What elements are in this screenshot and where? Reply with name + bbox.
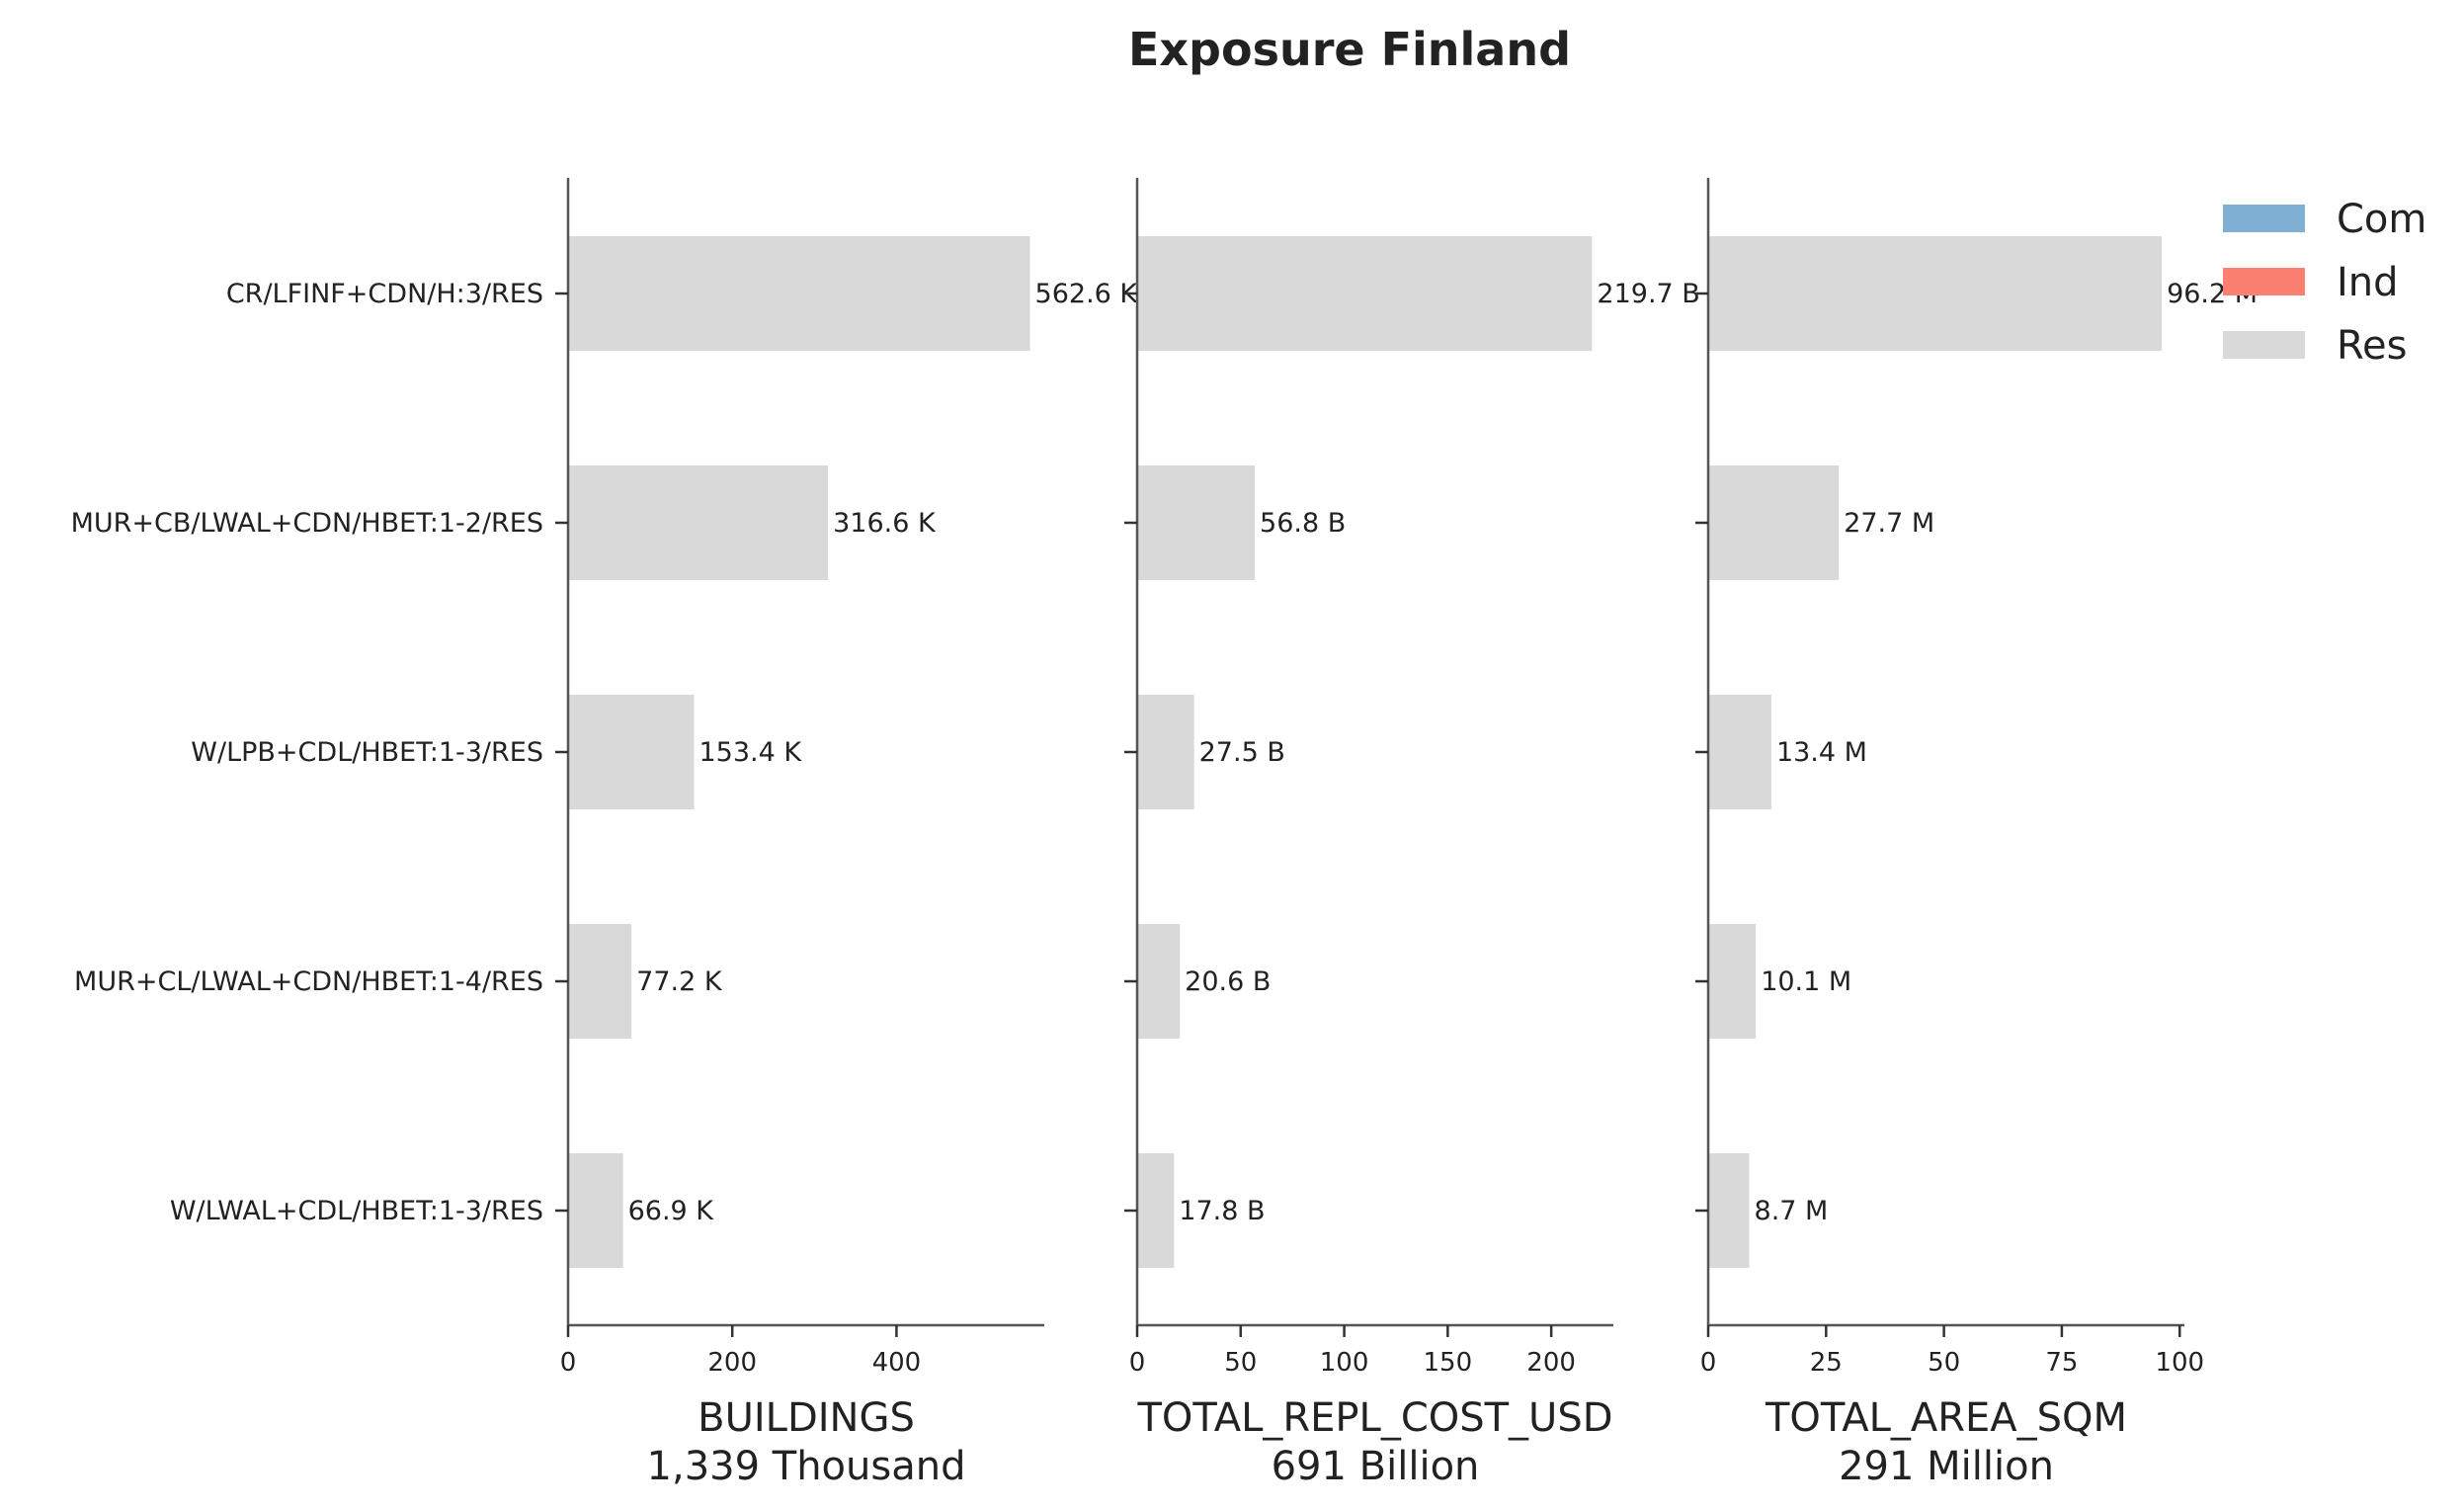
legend-swatch-com (2223, 205, 2305, 232)
x-tick-label: 200 (707, 1348, 757, 1378)
legend-label-com: Com (2337, 197, 2426, 242)
bar-panel3-row4 (1708, 924, 1757, 1039)
legend-label-res: Res (2337, 323, 2407, 369)
bar-panel3-row1 (1708, 236, 2163, 351)
bar-panel2-row5 (1137, 1153, 1175, 1268)
data-label: 77.2 K (636, 966, 723, 997)
x-tick-label: 75 (2045, 1348, 2078, 1378)
data-label: 56.8 B (1260, 508, 1346, 539)
category-label: W/LPB+CDL/HBET:1-3/RES (191, 737, 543, 768)
legend-swatch-res (2223, 331, 2305, 359)
x-tick-label: 0 (1700, 1348, 1717, 1378)
x-axis-title: BUILDINGS (698, 1395, 915, 1441)
bar-panel1-row4 (568, 924, 632, 1039)
category-label: MUR+CB/LWAL+CDN/HBET:1-2/RES (71, 508, 543, 539)
x-tick-label: 100 (2155, 1348, 2204, 1378)
data-label: 562.6 K (1035, 279, 1139, 309)
x-tick-label: 400 (872, 1348, 922, 1378)
bar-panel1-row1 (568, 236, 1030, 351)
x-axis-title: TOTAL_REPL_COST_USD (1136, 1395, 1612, 1441)
bar-panel3-row3 (1708, 695, 1771, 809)
data-label: 66.9 K (628, 1196, 715, 1226)
x-tick-label: 25 (1810, 1348, 1843, 1378)
x-tick-label: 200 (1526, 1348, 1576, 1378)
data-label: 17.8 B (1179, 1196, 1265, 1226)
bar-panel2-row2 (1137, 465, 1256, 580)
chart-title: Exposure Finland (1128, 23, 1571, 76)
data-label: 27.5 B (1199, 737, 1285, 768)
x-axis-title: TOTAL_AREA_SQM (1765, 1395, 2127, 1441)
legend-label-ind: Ind (2337, 260, 2399, 305)
panel-2: 0 50 100 150 200 219.7 B 56.8 B 27.5 B 20.6 B 17.… (1124, 178, 1700, 1489)
data-label: 20.6 B (1185, 966, 1271, 997)
category-label: CR/LFINF+CDN/H:3/RES (226, 279, 543, 309)
bar-panel1-row5 (568, 1153, 623, 1268)
data-label: 27.7 M (1844, 508, 1934, 539)
data-label: 316.6 K (833, 508, 937, 539)
bar-panel2-row4 (1137, 924, 1181, 1039)
x-tick-label: 100 (1320, 1348, 1369, 1378)
panel-1: CR/LFINF+CDN/H:3/RES MUR+CB/LWAL+CDN/HBET… (71, 178, 1139, 1489)
data-label: 10.1 M (1761, 966, 1851, 997)
x-tick-label: 0 (1129, 1348, 1146, 1378)
legend-swatch-ind (2223, 268, 2305, 295)
x-tick-label: 50 (1928, 1348, 1960, 1378)
data-label: 13.4 M (1776, 737, 1867, 768)
x-axis-total: 691 Billion (1272, 1444, 1480, 1489)
x-tick-label: 150 (1424, 1348, 1473, 1378)
bar-panel2-row1 (1137, 236, 1593, 351)
bar-panel3-row5 (1708, 1153, 1750, 1268)
bar-panel3-row2 (1708, 465, 1840, 580)
bar-panel2-row3 (1137, 695, 1194, 809)
x-axis-total: 1,339 Thousand (647, 1444, 966, 1489)
data-label: 153.4 K (698, 737, 802, 768)
x-tick-label: 50 (1224, 1348, 1257, 1378)
bar-panel1-row3 (568, 695, 695, 809)
chart-panels: CR/LFINF+CDN/H:3/RES MUR+CB/LWAL+CDN/HBET… (71, 178, 2258, 1489)
data-label: 8.7 M (1755, 1196, 1829, 1226)
bar-panel1-row2 (568, 465, 829, 580)
category-label: MUR+CL/LWAL+CDN/HBET:1-4/RES (74, 966, 543, 997)
chart-legend: Com Ind Res (2223, 197, 2426, 369)
category-label: W/LWAL+CDL/HBET:1-3/RES (170, 1196, 543, 1226)
x-tick-label: 0 (560, 1348, 577, 1378)
x-axis-total: 291 Million (1839, 1444, 2054, 1489)
data-label: 219.7 B (1597, 279, 1699, 309)
